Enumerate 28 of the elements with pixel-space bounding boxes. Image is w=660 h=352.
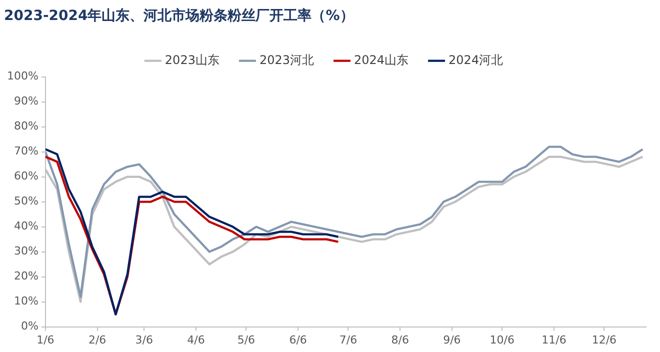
y-tick-label: 80% <box>14 120 38 133</box>
x-tick-label: 4/6 <box>187 333 205 346</box>
y-tick-label: 50% <box>14 194 38 208</box>
y-tick-label: 60% <box>14 170 38 183</box>
y-tick-label: 20% <box>14 270 38 283</box>
legend-label: 2024河北 <box>448 52 504 67</box>
legend-label: 2023山东 <box>164 52 220 67</box>
x-tick-label: 3/6 <box>135 333 153 346</box>
y-tick-label: 100% <box>6 70 38 83</box>
x-tick-label: 11/6 <box>542 333 566 346</box>
y-tick-label: 10% <box>14 294 38 308</box>
x-tick-label: 8/6 <box>391 333 409 346</box>
y-tick-label: 0% <box>20 320 38 333</box>
y-tick-label: 70% <box>14 144 38 158</box>
y-tick-label: 90% <box>14 94 38 108</box>
x-tick-label: 5/6 <box>237 333 256 346</box>
chart-title: 2023-2024年山东、河北市场粉条粉丝厂开工率（%） <box>4 7 354 24</box>
y-tick-label: 30% <box>14 244 38 258</box>
x-tick-label: 2/6 <box>88 333 106 346</box>
x-tick-label: 10/6 <box>490 333 514 346</box>
x-tick-label: 1/6 <box>36 333 54 346</box>
y-tick-label: 40% <box>14 220 38 233</box>
legend-label: 2023河北 <box>259 52 314 67</box>
x-tick-label: 12/6 <box>592 333 617 346</box>
x-tick-label: 7/6 <box>339 333 358 346</box>
x-tick-label: 9/6 <box>443 333 461 346</box>
legend-label: 2024山东 <box>354 52 409 67</box>
x-tick-label: 6/6 <box>289 333 307 346</box>
